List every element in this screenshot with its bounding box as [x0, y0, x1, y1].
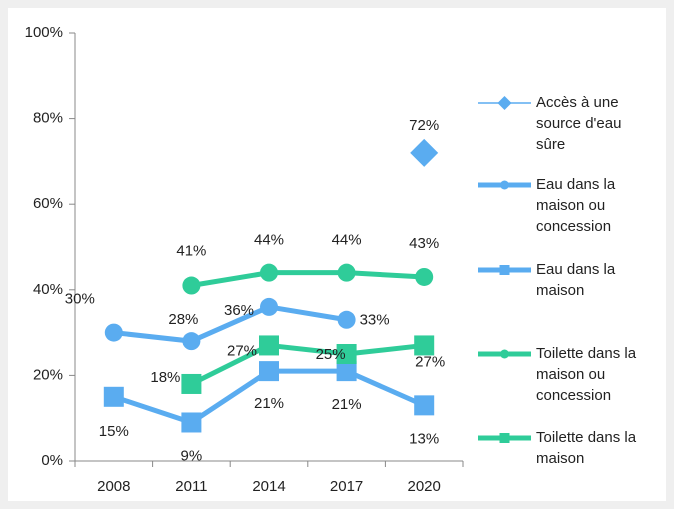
- y-tick-label: 0%: [41, 452, 63, 469]
- marker: [499, 265, 510, 275]
- marker: [500, 180, 509, 190]
- data-label: 43%: [409, 235, 439, 252]
- data-label: 44%: [254, 232, 284, 249]
- y-tick-label: 80%: [33, 110, 63, 127]
- data-label: 27%: [415, 353, 445, 370]
- data-label: 9%: [181, 447, 203, 464]
- marker: [259, 335, 279, 356]
- x-tick-label: 2020: [408, 478, 441, 495]
- marker: [103, 386, 124, 407]
- y-tick-label: 40%: [33, 281, 63, 298]
- data-label: 72%: [409, 117, 439, 134]
- marker: [414, 335, 435, 356]
- marker: [336, 361, 357, 382]
- marker: [182, 276, 201, 295]
- data-label: 27%: [227, 342, 257, 359]
- legend-label: Toilette dans la maison: [536, 429, 637, 467]
- marker: [497, 96, 512, 110]
- data-label: 41%: [176, 242, 206, 259]
- y-tick-label: 20%: [33, 366, 63, 383]
- marker: [260, 297, 278, 316]
- data-label: 13%: [409, 430, 439, 447]
- data-label: 21%: [254, 395, 284, 412]
- data-label: 21%: [332, 396, 362, 413]
- series-line: [190, 270, 425, 288]
- marker: [181, 373, 202, 394]
- data-label: 18%: [150, 369, 180, 386]
- plot-background: [8, 8, 666, 501]
- marker: [337, 310, 356, 329]
- legend-label: Accès à une source d'eau sûre: [536, 94, 622, 153]
- y-tick-label: 100%: [25, 24, 63, 41]
- data-label: 44%: [332, 232, 362, 249]
- series-line: [113, 304, 348, 344]
- y-tick-label: 60%: [33, 195, 63, 212]
- data-label: 36%: [224, 302, 254, 319]
- data-label: 25%: [316, 346, 346, 363]
- marker: [104, 323, 123, 342]
- marker: [410, 138, 439, 167]
- data-label: 30%: [65, 291, 95, 308]
- legend-label: Toilette dans la maison ou concession: [536, 345, 637, 404]
- x-tick-label: 2014: [252, 478, 285, 495]
- series-line: [190, 342, 425, 387]
- x-tick-label: 2011: [175, 478, 207, 495]
- data-label: 15%: [99, 423, 129, 440]
- x-tick-label: 2017: [330, 478, 363, 495]
- marker: [336, 344, 357, 364]
- marker: [414, 395, 435, 416]
- data-label: 33%: [360, 312, 390, 329]
- data-label: 28%: [168, 311, 198, 328]
- legend-label: Eau dans la maison ou concession: [536, 176, 616, 235]
- legend-label: Eau dans la maison: [536, 261, 616, 299]
- marker: [182, 332, 201, 351]
- marker: [181, 412, 202, 433]
- marker: [415, 267, 434, 286]
- x-tick-label: 2008: [97, 478, 130, 495]
- marker: [259, 361, 279, 382]
- marker: [500, 349, 509, 359]
- marker: [499, 433, 510, 443]
- marker: [337, 263, 356, 282]
- marker: [260, 263, 278, 282]
